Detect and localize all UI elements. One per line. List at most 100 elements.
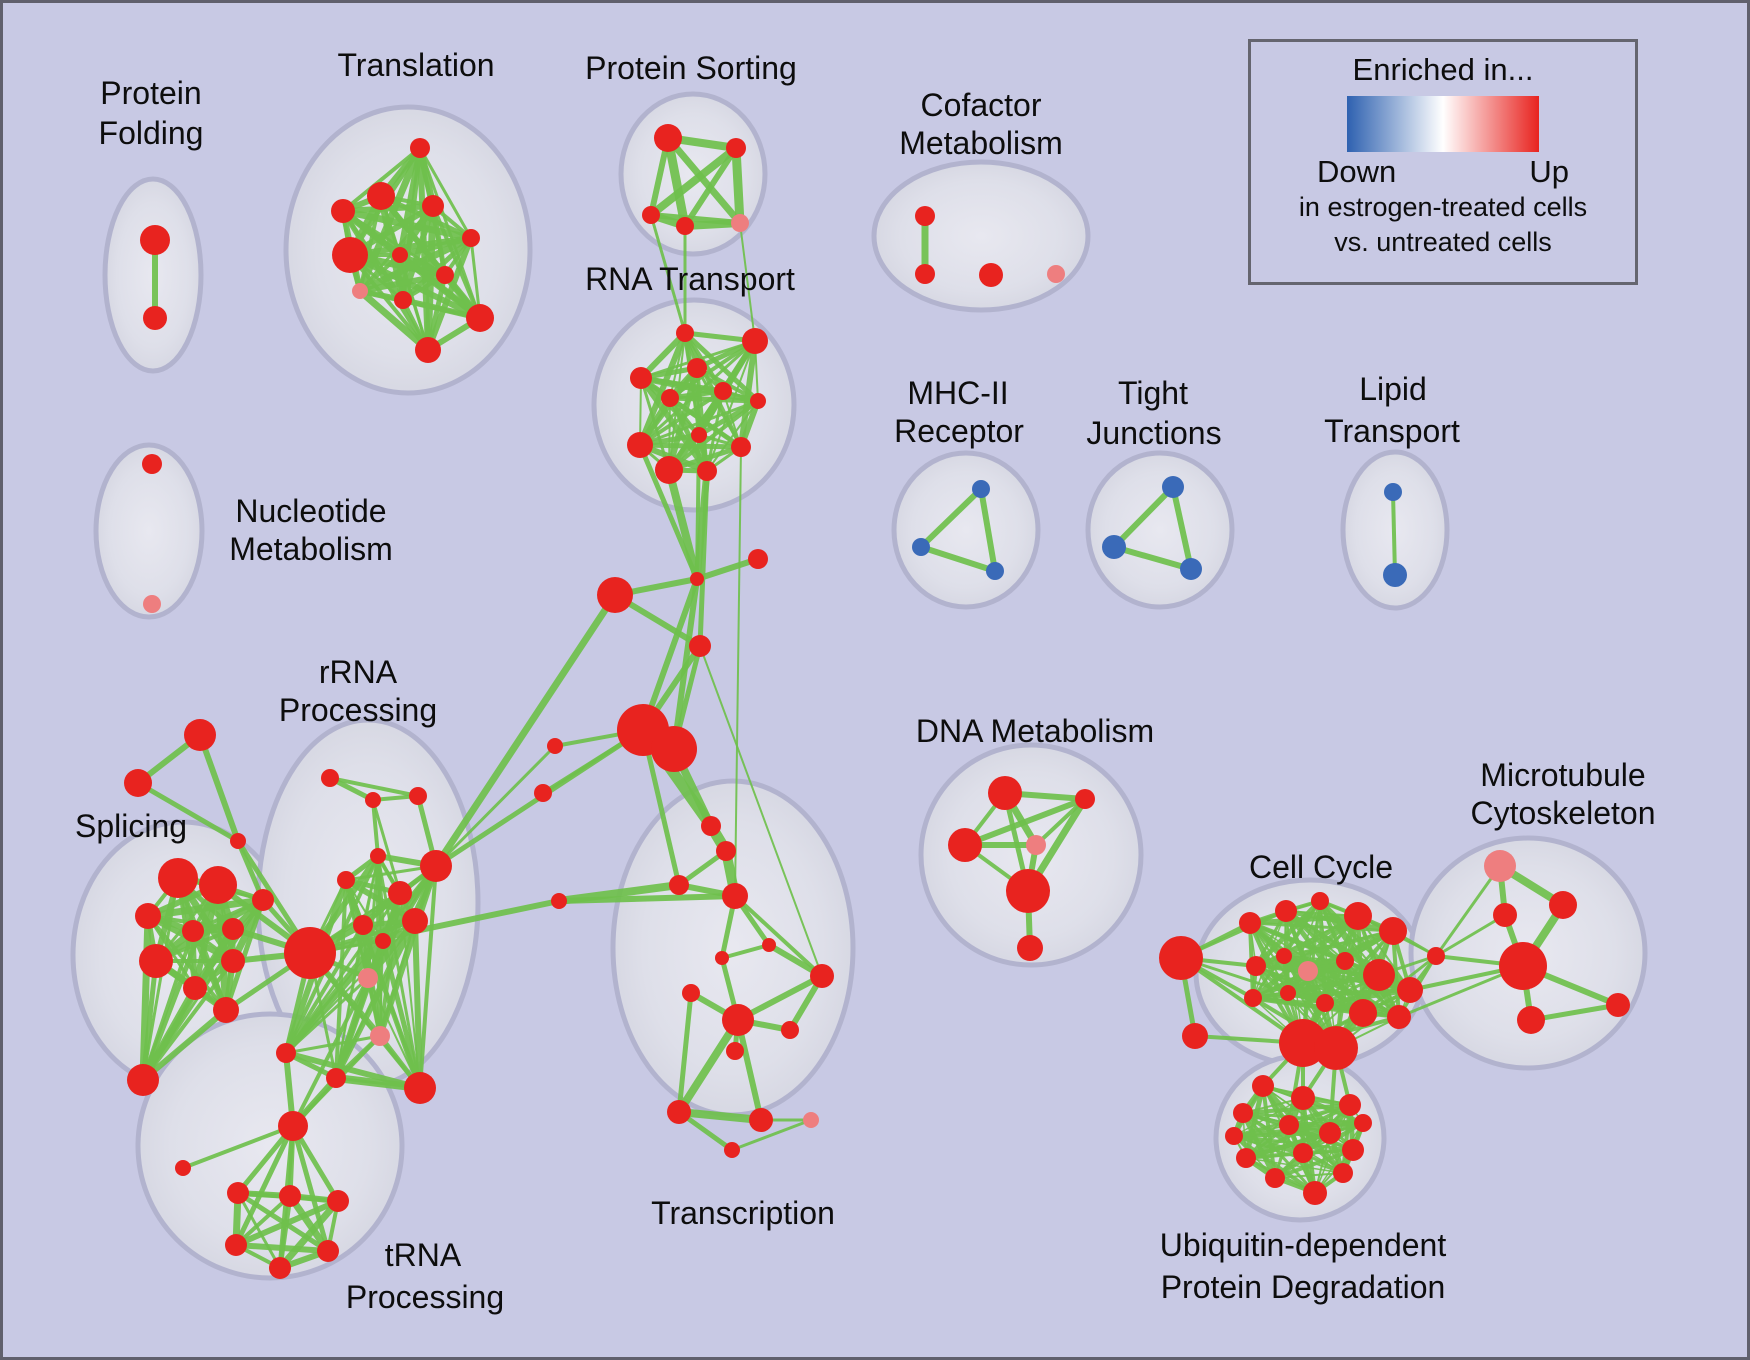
gene-set-node: [714, 382, 732, 400]
gene-set-node: [337, 871, 355, 889]
gene-set-node: [375, 933, 391, 949]
gene-set-node: [1549, 891, 1577, 919]
cluster-label-ubiquitin-degradation-line2: Protein Degradation: [1161, 1269, 1446, 1305]
edge: [640, 576, 700, 733]
gene-set-node: [1293, 1143, 1313, 1163]
cluster-label-rrna-processing-line2: Processing: [279, 692, 437, 728]
gene-set-node: [1252, 1075, 1274, 1097]
gene-set-node: [1339, 1094, 1361, 1116]
gene-set-node: [1383, 563, 1407, 587]
edge: [637, 442, 744, 450]
edge: [637, 442, 700, 582]
gene-set-node: [1384, 483, 1402, 501]
edge: [140, 958, 159, 1083]
gene-set-node: [462, 229, 480, 247]
edge: [276, 1197, 342, 1272]
gene-set-node: [669, 875, 689, 895]
edge: [367, 977, 421, 1089]
edge: [139, 984, 199, 1084]
gene-set-node: [135, 903, 161, 929]
gene-set-node: [1493, 903, 1517, 927]
gene-set-node: [655, 456, 683, 484]
edge: [357, 272, 448, 294]
edge: [1286, 959, 1347, 995]
gene-set-node: [1182, 1023, 1208, 1049]
gene-set-node: [1279, 1115, 1299, 1135]
gene-set-node: [986, 562, 1004, 580]
edge: [697, 468, 710, 649]
edge: [1322, 987, 1413, 1006]
edge: [1232, 1121, 1365, 1138]
gene-set-node: [1333, 1163, 1353, 1183]
gene-set-node: [1316, 994, 1334, 1012]
gene-set-node: [722, 883, 748, 909]
gene-set-node: [1180, 558, 1202, 580]
gene-set-node: [676, 324, 694, 342]
enrichment-map: Protein Folding Translation Protein Sorting…: [70, 47, 1656, 1315]
gene-set-node: [1279, 1019, 1327, 1067]
edge: [135, 780, 241, 844]
legend-caption-line2: vs. untreated cells: [1334, 226, 1552, 257]
edge: [649, 213, 687, 335]
edge: [1273, 1148, 1355, 1180]
cluster-label-nucleotide-metabolism-line1: Nucleotide: [235, 493, 386, 529]
gene-set-node: [1427, 947, 1445, 965]
gene-set-node: [1047, 265, 1065, 283]
gene-set-node: [724, 1142, 740, 1158]
gene-set-node: [1162, 476, 1184, 498]
edge: [290, 1123, 331, 1254]
gene-set-node: [140, 225, 170, 255]
cluster-label-splicing: Splicing: [75, 808, 187, 844]
gene-set-node: [221, 949, 245, 973]
gene-set-node: [1303, 1181, 1327, 1205]
cluster-label-mhc-ii-receptor-line2: Receptor: [894, 413, 1024, 449]
edge: [556, 893, 738, 904]
gene-set-node: [127, 1064, 159, 1096]
cluster-label-transcription: Transcription: [651, 1195, 835, 1231]
cluster-ellipse-nucleotide-metabolism: [93, 442, 205, 620]
edge: [291, 976, 370, 1128]
gene-set-node: [404, 1072, 436, 1104]
gene-set-node: [1342, 1139, 1364, 1161]
gene-set-node: [1499, 942, 1547, 990]
edge: [1244, 1121, 1365, 1160]
edge: [668, 396, 743, 449]
edge: [1245, 1157, 1344, 1174]
gene-set-node: [139, 944, 173, 978]
gene-set-node: [269, 1257, 291, 1279]
edge: [1232, 1134, 1317, 1195]
edge: [647, 144, 740, 219]
edge: [333, 975, 371, 1081]
edge: [340, 203, 436, 214]
edge: [730, 1118, 813, 1152]
gene-set-node: [687, 358, 707, 378]
gene-set-node: [651, 726, 697, 772]
edge: [1434, 913, 1507, 958]
gene-set-node: [1397, 977, 1423, 1003]
gene-set-node: [1311, 892, 1329, 910]
edge: [978, 486, 998, 574]
cluster-label-trna-processing-line2: Processing: [346, 1279, 504, 1315]
gene-set-node: [415, 337, 441, 363]
edge: [284, 976, 370, 1055]
edge: [731, 143, 745, 228]
edge: [918, 544, 998, 574]
edge: [962, 796, 1088, 848]
edge: [380, 938, 423, 1091]
cluster-label-protein-folding-line2: Folding: [99, 115, 204, 151]
gene-set-node: [352, 283, 368, 299]
legend-title: Enriched in...: [1352, 52, 1534, 87]
gene-set-node: [915, 206, 935, 226]
gene-set-node: [701, 816, 721, 836]
edge: [637, 330, 688, 448]
gene-set-node: [731, 437, 751, 457]
gene-set-node: [124, 769, 152, 797]
cluster-label-microtubule-cytoskeleton-line2: Cytoskeleton: [1471, 795, 1656, 831]
edge: [140, 1007, 229, 1083]
gene-set-node: [142, 454, 162, 474]
gene-set-node: [422, 195, 444, 217]
gene-set-node: [661, 389, 679, 407]
gene-set-node: [1280, 985, 1296, 1001]
gene-set-node: [912, 538, 930, 556]
